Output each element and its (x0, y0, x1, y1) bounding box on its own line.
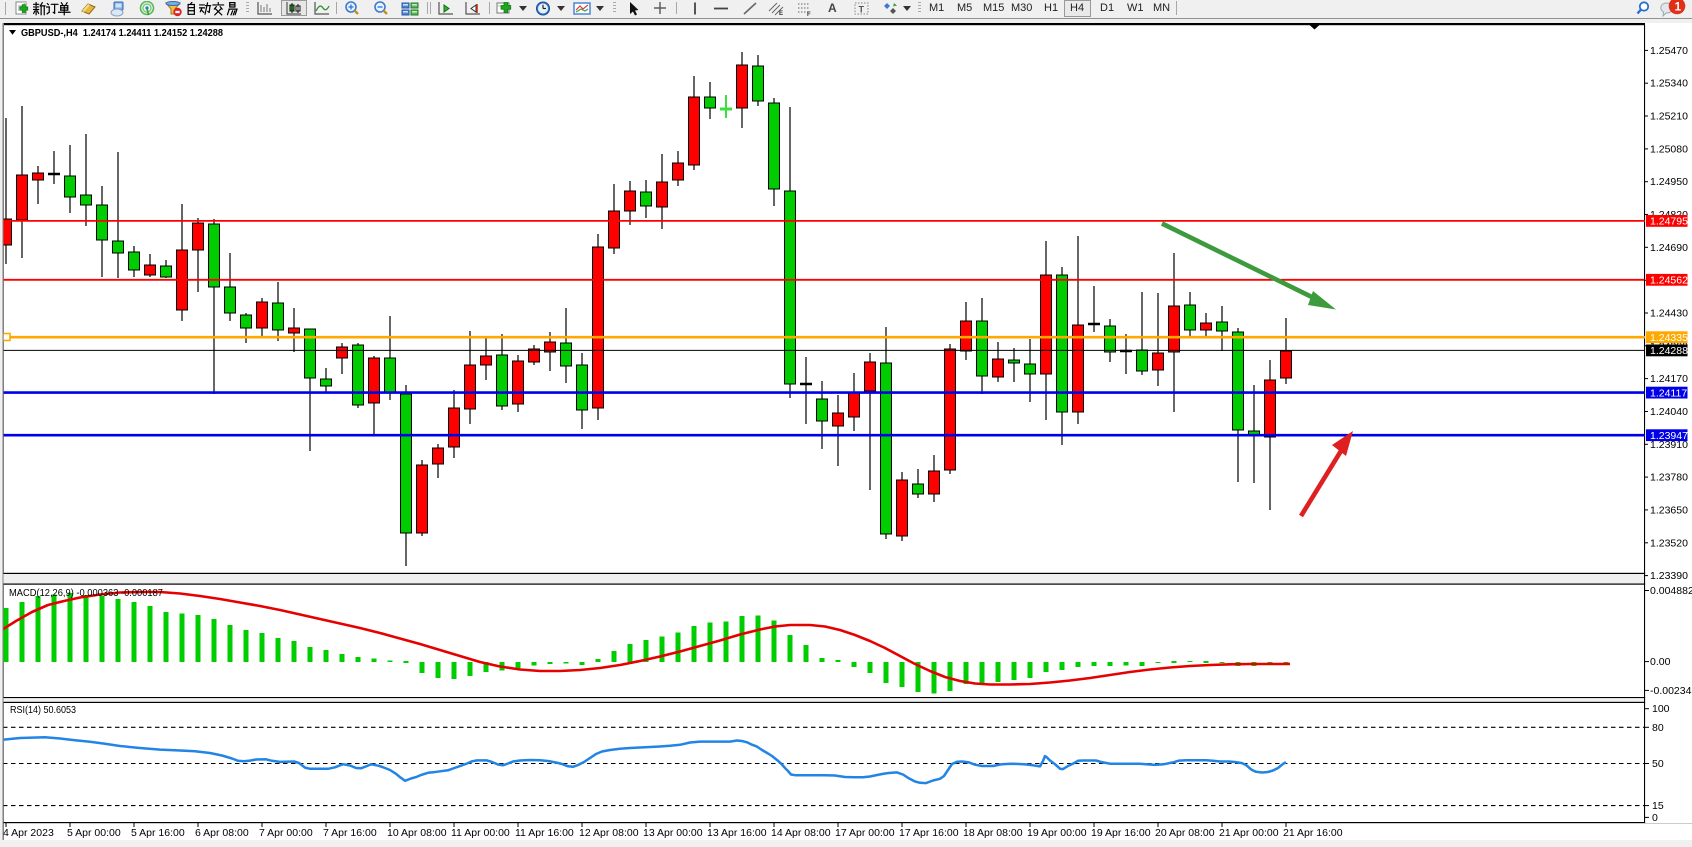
svg-text:1.23780: 1.23780 (1650, 472, 1688, 484)
svg-text:1.24562: 1.24562 (1650, 275, 1688, 287)
svg-text:F: F (807, 12, 811, 17)
svg-text:13 Apr 00:00: 13 Apr 00:00 (643, 827, 703, 839)
svg-text:1.23520: 1.23520 (1650, 537, 1688, 549)
svg-text:10 Apr 08:00: 10 Apr 08:00 (387, 827, 447, 839)
svg-text:0.004882: 0.004882 (1650, 585, 1692, 597)
svg-text:1.25080: 1.25080 (1650, 143, 1688, 155)
svg-text:50: 50 (1652, 758, 1664, 770)
svg-text:1.23947: 1.23947 (1650, 430, 1688, 442)
svg-text:1.24795: 1.24795 (1650, 216, 1688, 228)
svg-text:1.25210: 1.25210 (1650, 111, 1688, 123)
svg-text:7 Apr 00:00: 7 Apr 00:00 (259, 827, 313, 839)
svg-text:1.24430: 1.24430 (1650, 308, 1688, 320)
svg-text:5 Apr 00:00: 5 Apr 00:00 (67, 827, 121, 839)
svg-text:15: 15 (1652, 800, 1664, 812)
svg-text:1.23390: 1.23390 (1650, 570, 1688, 582)
svg-text:1.24040: 1.24040 (1650, 406, 1688, 418)
svg-text:100: 100 (1652, 703, 1670, 715)
svg-text:17 Apr 00:00: 17 Apr 00:00 (835, 827, 895, 839)
svg-text:13 Apr 16:00: 13 Apr 16:00 (707, 827, 767, 839)
svg-text:6 Apr 08:00: 6 Apr 08:00 (195, 827, 249, 839)
svg-text:RSI(14) 50.6053: RSI(14) 50.6053 (10, 704, 76, 716)
svg-text:0.00: 0.00 (1650, 656, 1671, 668)
svg-text:T: T (859, 5, 865, 15)
svg-text:1.24950: 1.24950 (1650, 176, 1688, 188)
svg-text:1.24170: 1.24170 (1650, 373, 1688, 385)
svg-text:7 Apr 16:00: 7 Apr 16:00 (323, 827, 377, 839)
svg-text:14 Apr 08:00: 14 Apr 08:00 (771, 827, 831, 839)
svg-text:12 Apr 08:00: 12 Apr 08:00 (579, 827, 639, 839)
svg-text:0: 0 (1652, 812, 1658, 824)
svg-text:20 Apr 08:00: 20 Apr 08:00 (1155, 827, 1215, 839)
svg-text:4 Apr 2023: 4 Apr 2023 (3, 827, 54, 839)
svg-text:21 Apr 00:00: 21 Apr 00:00 (1219, 827, 1279, 839)
svg-text:1.24335: 1.24335 (1650, 332, 1688, 344)
svg-text:1.23650: 1.23650 (1650, 504, 1688, 516)
svg-text:19 Apr 16:00: 19 Apr 16:00 (1091, 827, 1151, 839)
svg-text:21 Apr 16:00: 21 Apr 16:00 (1283, 827, 1343, 839)
svg-text:1: 1 (1675, 0, 1682, 14)
svg-text:19 Apr 00:00: 19 Apr 00:00 (1027, 827, 1087, 839)
svg-text:17 Apr 16:00: 17 Apr 16:00 (899, 827, 959, 839)
svg-text:1.24288: 1.24288 (1650, 345, 1688, 357)
svg-text:5 Apr 16:00: 5 Apr 16:00 (131, 827, 185, 839)
svg-text:1.24690: 1.24690 (1650, 242, 1688, 254)
svg-text:18 Apr 08:00: 18 Apr 08:00 (963, 827, 1023, 839)
svg-text:1.25470: 1.25470 (1650, 45, 1688, 57)
svg-text:11 Apr 00:00: 11 Apr 00:00 (451, 827, 510, 839)
svg-text:MACD(12,26,9) -0.000363 -0.000: MACD(12,26,9) -0.000363 -0.000187 (9, 587, 163, 599)
svg-text:E: E (779, 11, 783, 17)
svg-text:GBPUSD-,H4 1.24174 1.24411 1.: GBPUSD-,H4 1.24174 1.24411 1.24152 1.242… (21, 27, 223, 39)
svg-text:11 Apr 16:00: 11 Apr 16:00 (515, 827, 574, 839)
svg-text:80: 80 (1652, 722, 1664, 734)
svg-text:1.25340: 1.25340 (1650, 78, 1688, 90)
svg-text:1.23910: 1.23910 (1650, 439, 1688, 451)
svg-text:1.24117: 1.24117 (1650, 387, 1687, 399)
